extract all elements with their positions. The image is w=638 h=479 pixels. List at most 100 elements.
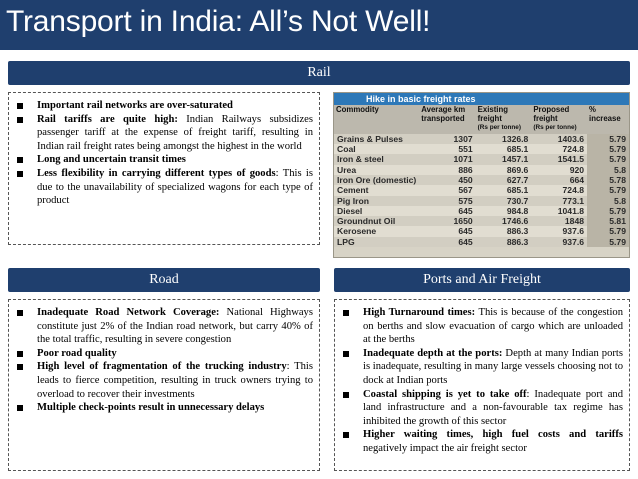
bullet-square-icon — [17, 405, 23, 412]
table-cell: 627.7 — [475, 174, 532, 186]
rail-bullet: Rail tariffs are quite high: Indian Rail… — [15, 113, 313, 154]
bullet-square-icon — [343, 310, 349, 316]
col-header-percent-increase: % increase — [587, 105, 629, 134]
ports-bullet: High Turnaround times: This is because o… — [341, 306, 623, 347]
table-cell: 645 — [419, 236, 476, 248]
bullet-square-icon — [17, 157, 23, 164]
table-cell: 886 — [419, 164, 476, 175]
table-cell: 567 — [419, 185, 476, 196]
ports-bullet: Higher waiting times, high fuel costs an… — [341, 428, 623, 455]
bullet-square-icon — [17, 103, 23, 109]
table-cell: 773.1 — [531, 195, 588, 206]
col-header-proposed-freight: Proposed freight (Rs per tonne) — [531, 105, 588, 134]
bullet-square-icon — [17, 350, 23, 357]
table-cell: 685.1 — [475, 144, 532, 155]
table-cell: Coal — [334, 144, 420, 155]
table-cell: 645 — [419, 205, 476, 217]
table-cell: 5.8 — [587, 195, 629, 206]
table-cell: 1650 — [419, 216, 476, 227]
table-cell: Urea — [334, 164, 420, 175]
table-row: Iron & steel 1071 1457.1 1541.5 5.79 — [334, 154, 629, 165]
table-cell: 1541.5 — [531, 154, 588, 165]
road-bullet: High level of fragmentation of the truck… — [15, 360, 313, 401]
rail-bullet: Important rail networks are over-saturat… — [15, 99, 313, 113]
freight-table-title: Hike in basic freight rates — [334, 93, 629, 105]
table-cell: Pig Iron — [334, 195, 420, 206]
table-cell: 869.6 — [475, 164, 532, 175]
table-cell: 1041.8 — [531, 205, 588, 217]
table-cell: 1457.1 — [475, 154, 532, 165]
col-header-existing-freight: Existing freight (Rs per tonne) — [475, 105, 532, 134]
rail-section-header: Rail — [8, 61, 630, 85]
freight-rates-table-image: Hike in basic freight rates Commodity Av… — [333, 92, 630, 258]
table-cell: 5.81 — [587, 216, 629, 227]
ports-bullet: Coastal shipping is yet to take off: Ina… — [341, 388, 623, 429]
table-cell: 450 — [419, 174, 476, 186]
road-bullet: Poor road quality — [15, 347, 313, 361]
table-cell: 5.79 — [587, 205, 629, 217]
table-cell: 937.6 — [531, 226, 588, 237]
road-bullet: Multiple check-points result in unnecess… — [15, 401, 313, 415]
rail-bullet: Less flexibility in carrying different t… — [15, 167, 313, 208]
road-bullet-list: Inadequate Road Network Coverage: Nation… — [9, 300, 319, 415]
table-cell: Iron Ore (domestic) — [334, 174, 420, 186]
ports-bullet-list: High Turnaround times: This is because o… — [335, 300, 629, 456]
table-cell: 1746.6 — [475, 216, 532, 227]
road-issues-box: Inadequate Road Network Coverage: Nation… — [8, 299, 320, 471]
table-cell: 1403.6 — [531, 133, 588, 145]
table-cell: Iron & steel — [334, 154, 420, 165]
ports-bullet: Inadequate depth at the ports: Depth at … — [341, 347, 623, 388]
table-cell: 937.6 — [531, 236, 588, 248]
table-cell: 984.8 — [475, 205, 532, 217]
table-cell: 724.8 — [531, 185, 588, 196]
table-row: Groundnut Oil 1650 1746.6 1848 5.81 — [334, 216, 629, 227]
bullet-square-icon — [343, 432, 349, 439]
table-row: Pig Iron 575 730.7 773.1 5.8 — [334, 195, 629, 206]
table-cell: 5.79 — [587, 185, 629, 196]
table-cell: 551 — [419, 144, 476, 155]
table-cell: 5.79 — [587, 144, 629, 155]
bullet-square-icon — [17, 310, 23, 316]
table-cell: 920 — [531, 164, 588, 175]
table-row: Urea 886 869.6 920 5.8 — [334, 164, 629, 175]
table-row: LPG 645 886.3 937.6 5.79 — [334, 236, 629, 248]
table-cell: LPG — [334, 236, 420, 248]
table-row: Cement 567 685.1 724.8 5.79 — [334, 185, 629, 196]
road-section-header: Road — [8, 268, 320, 292]
table-row: Diesel 645 984.8 1041.8 5.79 — [334, 205, 629, 217]
col-header-commodity: Commodity — [334, 105, 420, 134]
table-row: Kerosene 645 886.3 937.6 5.79 — [334, 226, 629, 237]
ports-section-header: Ports and Air Freight — [334, 268, 630, 292]
table-cell: 5.78 — [587, 174, 629, 186]
table-cell: 664 — [531, 174, 588, 186]
bullet-square-icon — [17, 170, 23, 177]
col-header-average-km: Average km transported — [419, 105, 476, 134]
freight-rates-table: Commodity Average km transported Existing… — [334, 105, 629, 248]
table-cell: 685.1 — [475, 185, 532, 196]
bullet-square-icon — [343, 391, 349, 398]
table-cell: 1326.8 — [475, 133, 532, 145]
table-cell: Groundnut Oil — [334, 216, 420, 227]
table-cell: 724.8 — [531, 144, 588, 155]
table-cell: 5.79 — [587, 133, 629, 145]
table-cell: Cement — [334, 185, 420, 196]
rail-bullet: Long and uncertain transit times — [15, 153, 313, 167]
table-cell: 5.79 — [587, 226, 629, 237]
table-cell: 1307 — [419, 133, 476, 145]
table-row: Iron Ore (domestic) 450 627.7 664 5.78 — [334, 174, 629, 186]
table-row: Grains & Pulses 1307 1326.8 1403.6 5.79 — [334, 133, 629, 145]
table-cell: 575 — [419, 195, 476, 206]
table-cell: 5.8 — [587, 164, 629, 175]
slide-title: Transport in India: All’s Not Well! — [6, 5, 431, 38]
rail-issues-box: Important rail networks are over-saturat… — [8, 92, 320, 245]
table-cell: 886.3 — [475, 226, 532, 237]
ports-issues-box: High Turnaround times: This is because o… — [334, 299, 630, 471]
table-cell: 645 — [419, 226, 476, 237]
table-cell: 886.3 — [475, 236, 532, 248]
table-cell: Kerosene — [334, 226, 420, 237]
table-cell: Grains & Pulses — [334, 133, 420, 145]
table-cell: 5.79 — [587, 154, 629, 165]
table-cell: 730.7 — [475, 195, 532, 206]
table-cell: 1848 — [531, 216, 588, 227]
bullet-square-icon — [343, 350, 349, 357]
